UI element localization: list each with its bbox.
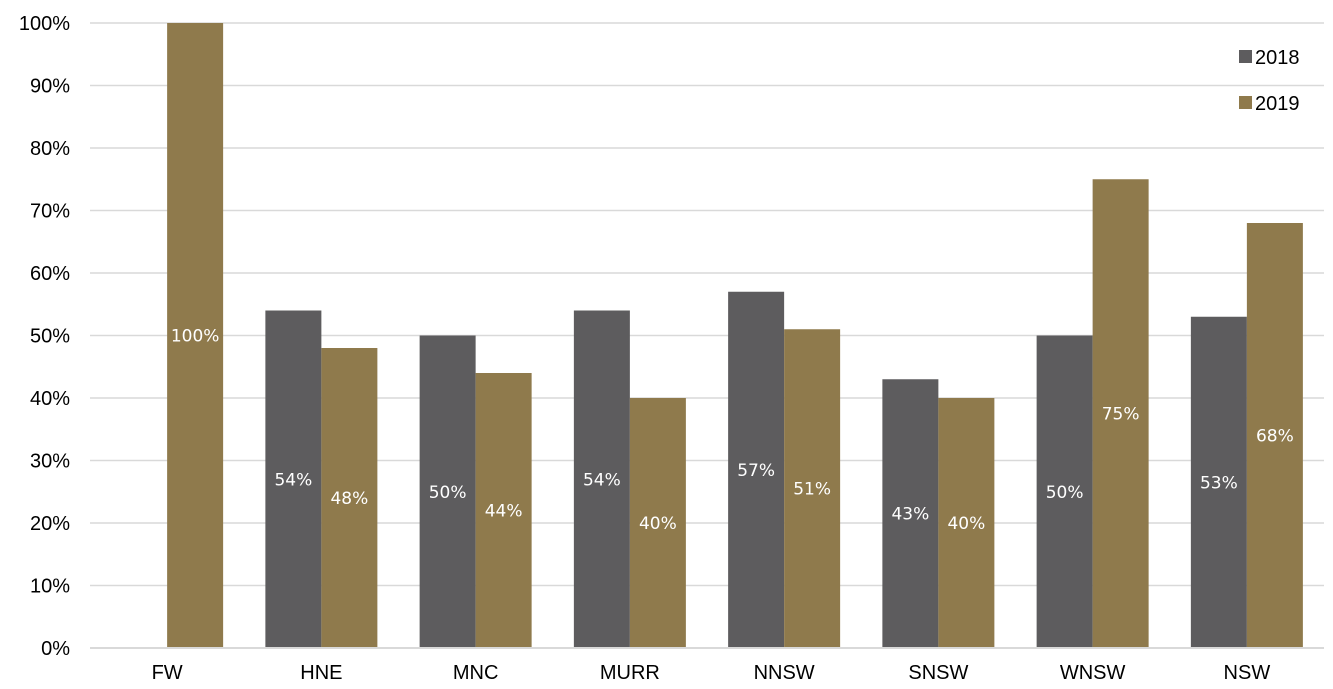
data-label: 100% bbox=[171, 327, 220, 347]
bar-2018-MNC bbox=[419, 335, 476, 648]
data-label: 43% bbox=[891, 505, 929, 525]
bar-2019-SNSW bbox=[938, 398, 995, 648]
y-tick-label: 40% bbox=[30, 388, 70, 410]
data-label: 40% bbox=[639, 514, 677, 534]
data-label: 50% bbox=[1046, 483, 1084, 503]
data-label: 75% bbox=[1102, 405, 1140, 425]
data-label: 50% bbox=[429, 483, 467, 503]
data-label: 57% bbox=[737, 461, 775, 481]
y-tick-label: 50% bbox=[30, 326, 70, 348]
legend: 2018 2019 bbox=[1239, 47, 1300, 115]
bar-2018-SNSW bbox=[882, 379, 939, 648]
x-tick-label: SNSW bbox=[908, 662, 968, 684]
x-tick-label: HNE bbox=[300, 662, 342, 684]
bar-2019-WNSW bbox=[1092, 179, 1149, 648]
bar-2019-HNE bbox=[321, 348, 378, 648]
bar-2018-NSW bbox=[1190, 316, 1247, 648]
legend-label: 2019 bbox=[1255, 93, 1300, 115]
y-tick-label: 10% bbox=[30, 576, 70, 598]
bar-2018-MURR bbox=[573, 310, 630, 648]
y-axis: 0% 10% 20% 30% 40% 50% 60% 70% 80% 90% 100% bbox=[19, 13, 70, 660]
data-label: 44% bbox=[485, 502, 523, 522]
legend-label: 2018 bbox=[1255, 47, 1300, 69]
x-tick-label: MNC bbox=[453, 662, 499, 684]
data-label: 54% bbox=[274, 470, 312, 490]
y-tick-label: 0% bbox=[41, 638, 70, 660]
bar-2019-FW bbox=[167, 23, 224, 648]
bar-2019-MNC bbox=[475, 373, 532, 648]
y-tick-label: 20% bbox=[30, 513, 70, 535]
legend-swatch bbox=[1239, 50, 1252, 63]
bar-2018-NNSW bbox=[728, 291, 785, 648]
x-tick-label: FW bbox=[152, 662, 183, 684]
data-label: 40% bbox=[947, 514, 985, 534]
x-tick-label: WNSW bbox=[1060, 662, 1126, 684]
x-axis: FW HNE MNC MURR NNSW SNSW WNSW NSW bbox=[90, 647, 1324, 684]
bar-2019-NSW bbox=[1246, 223, 1303, 648]
legend-swatch bbox=[1239, 96, 1252, 109]
data-label: 51% bbox=[793, 480, 831, 500]
data-label: 68% bbox=[1256, 427, 1294, 447]
x-tick-label: NSW bbox=[1224, 662, 1271, 684]
bars bbox=[167, 23, 1303, 648]
bar-2019-NNSW bbox=[784, 329, 841, 648]
data-label: 48% bbox=[330, 489, 368, 509]
data-labels: 100% 54% 48% 50% 44% 54% 40% 57% 51% 43% 40% 50% 75%… bbox=[171, 327, 1294, 535]
y-tick-label: 70% bbox=[30, 201, 70, 223]
x-tick-label: NNSW bbox=[754, 662, 815, 684]
y-tick-label: 30% bbox=[30, 451, 70, 473]
x-tick-label: MURR bbox=[600, 662, 660, 684]
data-label: 53% bbox=[1200, 473, 1238, 493]
bar-2018-HNE bbox=[265, 310, 322, 648]
y-tick-label: 100% bbox=[19, 13, 70, 35]
y-tick-label: 90% bbox=[30, 76, 70, 98]
bar-2018-WNSW bbox=[1036, 335, 1093, 648]
y-tick-label: 60% bbox=[30, 263, 70, 285]
bar-2019-MURR bbox=[629, 398, 686, 648]
y-tick-label: 80% bbox=[30, 138, 70, 160]
data-label: 54% bbox=[583, 470, 621, 490]
